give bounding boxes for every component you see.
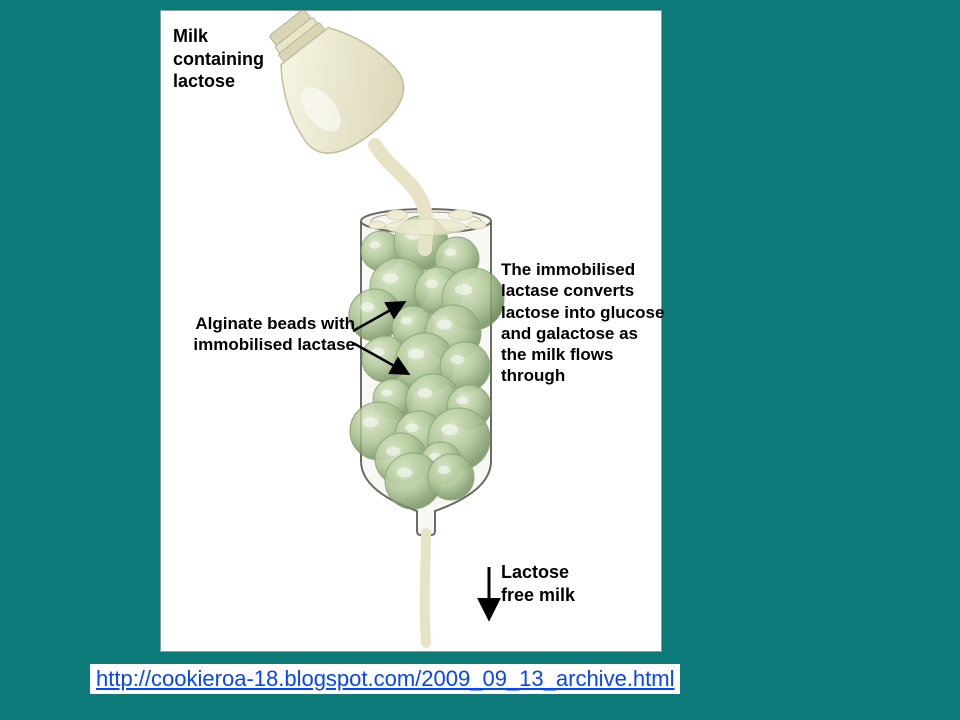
source-url[interactable]: http://cookieroa-18.blogspot.com/2009_09… [90,664,680,694]
label-output: Lactosefree milk [501,561,641,606]
label-milk: Milkcontaininglactose [173,25,333,93]
label-process: The immobilisedlactase convertslactose i… [501,259,671,387]
label-beads: Alginate beads withimmobilised lactase [163,313,355,356]
glass-front [361,221,491,535]
figure-panel: Milkcontaininglactose Alginate beads wit… [160,10,662,652]
slide: Milkcontaininglactose Alginate beads wit… [0,0,960,720]
